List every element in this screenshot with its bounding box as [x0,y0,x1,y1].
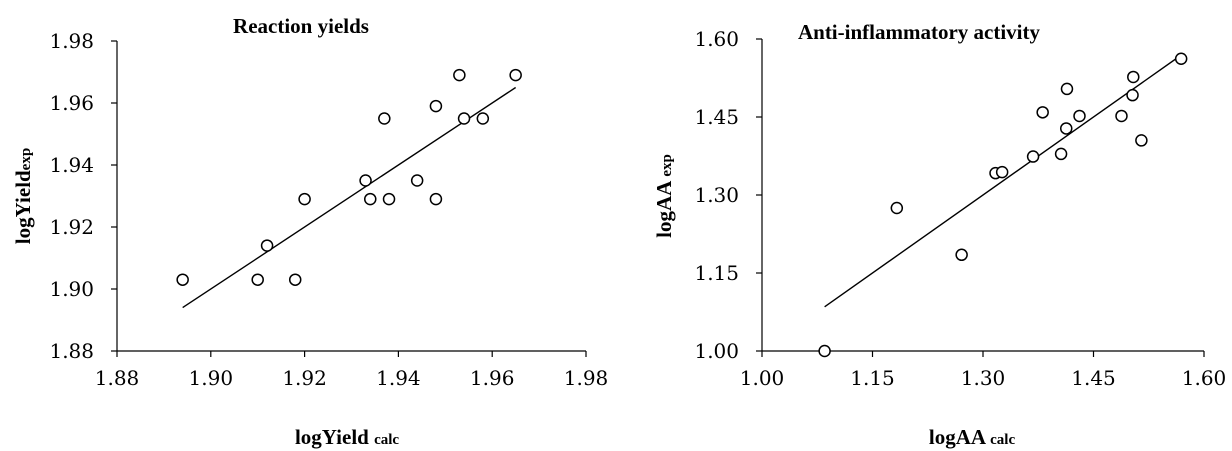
chart1-y-tick-label: 1.90 [49,277,94,301]
chart1-data-point [359,174,372,187]
chart1-trendline [182,86,517,309]
chart1-x-axis-label-main: logYield [295,425,369,449]
chart2-x-tick-label: 1.45 [1071,366,1116,390]
chart1-data-point [457,112,471,125]
chart1-title: Reaction yields [233,14,369,38]
chart2-data-point [1115,109,1128,123]
chart1-x-axis-label: logYield calc [295,425,399,449]
chart2-data-point [955,248,968,262]
chart1-x-tick-label: 1.98 [564,366,609,390]
chart2-y-tick-label: 1.60 [694,27,739,51]
chart2-y-axis-label-sub: exp [659,154,675,177]
chart1-y-axis-label: logYieldexp [11,148,35,244]
chart1-data-point [382,192,396,206]
chart2-data-point [890,201,904,215]
chart2-y-axis-label: logAA exp [652,154,676,238]
chart1-x-tick-label: 1.96 [470,366,515,390]
chart1-x-axis-label-sub: calc [374,432,399,448]
chart1-data-point [429,192,443,206]
chart2-y-tick-label: 1.15 [694,261,739,285]
chart1-plot-area: 1.88 1.90 1.92 1.94 1.96 1.98 1.88 1.90 1.92 1.94… [49,29,608,390]
chart1-y-tick-label: 1.92 [49,215,94,239]
chart1-data-point [476,112,490,125]
chart1-data-point [298,192,311,206]
chart1-x-tick-label: 1.88 [95,366,140,390]
chart2-data-point [1054,147,1068,161]
chart1-data-point [378,112,391,125]
chart2-y-tick-label: 1.30 [694,183,739,207]
chart2-x-tick-label: 1.15 [850,366,895,390]
chart2-data-point [1073,109,1086,123]
chart2-data-point [1036,106,1049,119]
chart2-x-tick-label: 1.60 [1182,366,1227,390]
chart1-x-tick-label: 1.92 [282,366,327,390]
chart1-data-point [429,99,443,113]
chart1-data-point [410,174,424,187]
chart-reaction-yields: Reaction yields 1.88 1.90 1.92 1.94 1.96 1.98… [11,14,608,449]
chart1-data-point [288,273,302,286]
chart2-y-axis-label-main: logAA [652,180,676,238]
chart2-y-tick-label: 1.45 [694,105,739,129]
chart2-data-point [1174,52,1188,66]
chart2-x-axis-label-sub: calc [990,432,1015,448]
chart2-data-point [1026,150,1040,163]
chart1-y-tick-label: 1.88 [49,339,94,363]
chart1-y-axis-label-sub: exp [18,148,34,171]
chart2-data-point [1126,88,1139,102]
chart2-y-tick-label: 1.00 [694,339,739,363]
chart1-data-point [509,68,522,82]
chart1-data-point [364,192,377,206]
chart1-data-point [260,239,274,252]
chart2-data-point [1127,70,1140,84]
chart2-trendline [824,54,1182,308]
chart1-data-point [251,273,264,286]
chart2-data-point [1060,82,1074,96]
chart1-x-tick-label: 1.94 [376,366,421,390]
chart1-y-tick-label: 1.98 [49,29,94,53]
chart1-x-tick-label: 1.90 [189,366,234,390]
chart1-data-point [453,68,466,82]
chart2-data-point [1059,122,1073,135]
chart2-x-axis-label-main: logAA [929,425,987,449]
chart2-data-point [995,165,1009,179]
chart2-data-point [1135,134,1148,147]
chart1-y-tick-label: 1.96 [49,91,94,115]
chart2-data-point [818,344,831,358]
chart2-x-tick-label: 1.00 [740,366,785,390]
chart1-data-point [176,273,189,286]
chart2-x-axis-label: logAA calc [929,425,1016,449]
chart2-plot-area: 1.00 1.15 1.30 1.45 1.60 1.00 1.15 1.30 1.45 1.60 [694,27,1226,390]
chart2-title: Anti-inflammatory activity [798,20,1041,44]
chart1-y-axis-label-main: logYield [11,170,35,244]
chart1-y-tick-label: 1.94 [49,153,94,177]
chart-anti-inflammatory-activity: Anti-inflammatory activity 1.001.151.301… [652,20,1226,449]
chart2-x-tick-label: 1.30 [961,366,1006,390]
